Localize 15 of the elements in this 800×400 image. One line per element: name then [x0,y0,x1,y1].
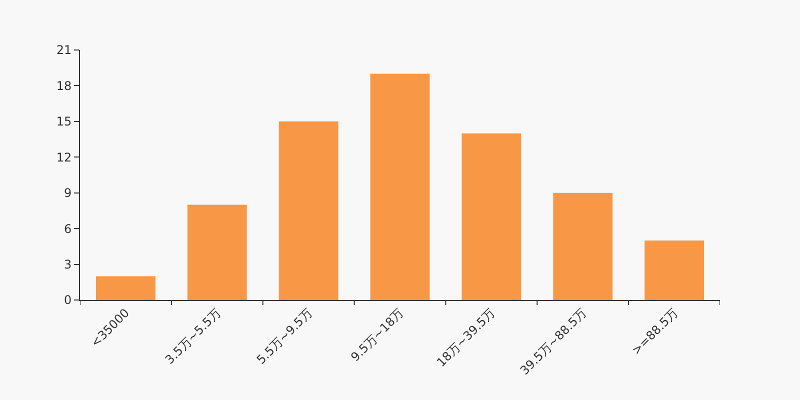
bar [644,240,704,300]
bar [462,133,522,300]
y-tick-label: 6 [64,222,72,236]
bar [278,121,338,300]
y-tick-label: 12 [56,150,72,164]
bar [370,74,430,300]
y-tick-label: 3 [64,257,72,272]
y-tick-label: 18 [56,78,72,93]
y-tick-label: 21 [56,43,72,58]
bar [96,276,156,300]
y-tick-label: 0 [64,293,72,308]
y-tick-label: 15 [56,114,72,129]
y-tick-label: 9 [64,186,72,200]
bar [187,204,247,300]
bar [553,192,613,300]
